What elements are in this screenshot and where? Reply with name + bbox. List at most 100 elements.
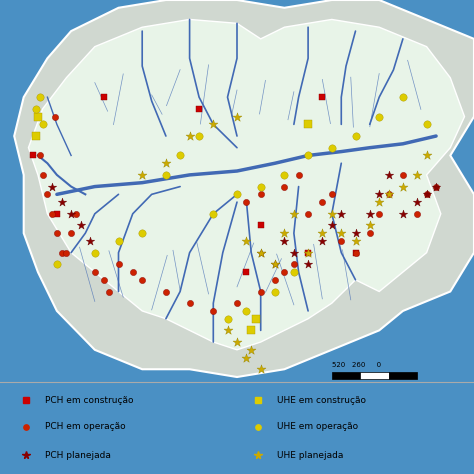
Point [281,183,288,191]
Point [304,249,312,256]
Point [375,210,383,218]
Point [247,346,255,354]
Point [423,120,430,128]
Point [337,237,345,245]
Point [51,113,58,120]
Point [290,268,298,276]
Point [115,261,122,268]
Point [352,237,359,245]
Point [58,249,65,256]
Point [304,261,312,268]
Point [328,222,336,229]
Point [233,113,241,120]
Point [366,229,374,237]
Point [105,288,113,295]
Point [271,261,279,268]
Text: PCH em construção: PCH em construção [45,396,134,404]
Point [366,210,374,218]
Point [91,249,99,256]
Point [34,113,42,120]
Polygon shape [28,19,465,350]
Point [243,237,250,245]
Point [271,276,279,283]
Point [243,307,250,315]
Point [162,171,170,179]
Point [399,93,407,101]
Point [243,198,250,206]
Point [224,315,231,322]
Point [162,288,170,295]
Point [290,210,298,218]
Point [290,249,298,256]
Point [319,229,326,237]
Text: 520   260     0: 520 260 0 [332,362,381,368]
Point [328,191,336,198]
Point [63,249,70,256]
Point [53,261,61,268]
Point [257,191,264,198]
Point [67,229,75,237]
Point [375,191,383,198]
Text: UHE em operação: UHE em operação [277,422,358,431]
Point [281,237,288,245]
Text: PCH em operação: PCH em operação [45,422,126,431]
Point [186,300,193,307]
Point [281,229,288,237]
Text: PCH planejada: PCH planejada [45,451,111,459]
Point [319,93,326,101]
Point [385,191,392,198]
Point [176,152,184,159]
Point [319,198,326,206]
Point [304,120,312,128]
Point [257,365,264,373]
Point [53,210,61,218]
Point [29,152,37,159]
Point [243,268,250,276]
Point [423,152,430,159]
Point [423,191,430,198]
Point [413,171,421,179]
Point [399,210,407,218]
Point [48,210,56,218]
Point [138,171,146,179]
Point [281,171,288,179]
Point [295,171,302,179]
Point [100,276,108,283]
Point [243,354,250,361]
Point [210,120,217,128]
Point [352,249,359,256]
Polygon shape [14,0,474,377]
Point [247,327,255,334]
Point [67,210,75,218]
Point [138,229,146,237]
Bar [360,372,389,379]
Point [115,237,122,245]
Point [210,307,217,315]
Point [375,198,383,206]
Point [423,191,430,198]
Point [32,105,39,113]
Point [44,191,51,198]
Point [100,93,108,101]
Point [32,132,39,140]
Point [36,152,44,159]
Point [72,210,80,218]
Point [271,261,279,268]
Point [337,210,345,218]
Point [432,183,440,191]
Point [58,198,65,206]
Point [337,229,345,237]
Point [162,159,170,167]
Point [257,288,264,295]
Point [257,249,264,256]
Point [304,152,312,159]
Point [77,222,84,229]
Point [252,315,260,322]
Point [233,300,241,307]
Text: UHE em construção: UHE em construção [277,396,366,404]
Point [432,183,440,191]
Point [290,261,298,268]
Point [399,171,407,179]
Text: UHE planejada: UHE planejada [277,451,344,459]
Point [319,237,326,245]
